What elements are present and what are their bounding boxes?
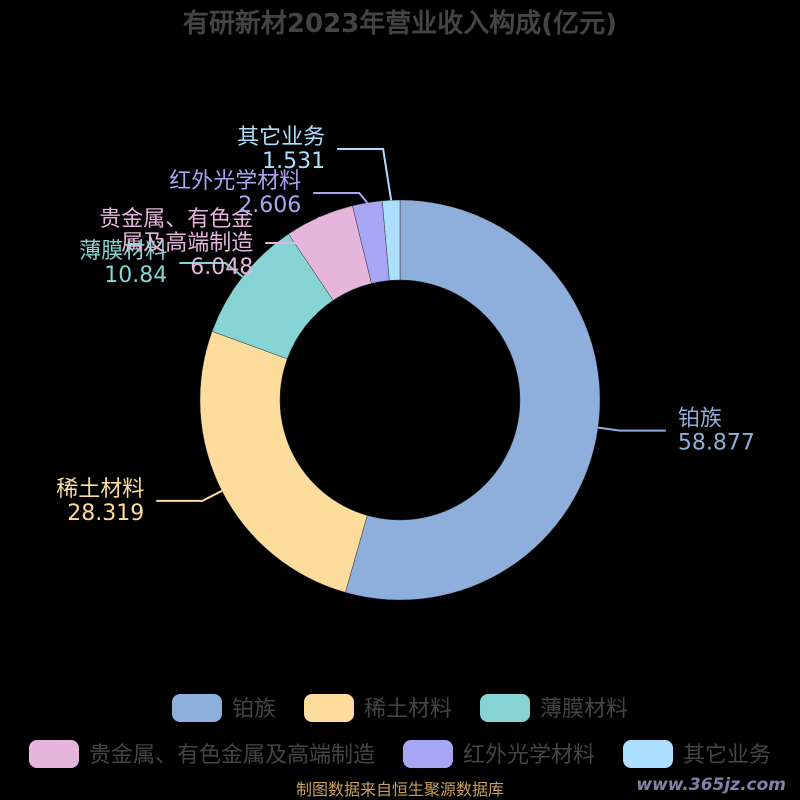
legend-swatch-1 — [171, 694, 222, 722]
slice-2 — [199, 331, 368, 593]
slice-name-label-5: 红外光学材料 — [169, 169, 301, 194]
watermark: www.365jz.com — [636, 775, 786, 795]
legend-label-6: 其它业务 — [683, 743, 771, 768]
slice-value-label-1: 58.877 — [678, 431, 755, 456]
slice-1 — [345, 199, 601, 601]
data-source-note: 制图数据来自恒生聚源数据库 — [296, 780, 504, 799]
label-line-6 — [337, 148, 393, 201]
slice-name-label-6: 其它业务 — [237, 125, 325, 150]
label-line-5 — [313, 192, 369, 204]
label-line-3 — [179, 262, 244, 278]
label-line-2 — [156, 490, 223, 502]
slice-value-label-3: 10.84 — [104, 263, 167, 288]
label-line-1 — [597, 426, 666, 432]
slice-value-label-4: 6.048 — [190, 255, 253, 280]
legend-label-1: 铂族 — [232, 697, 276, 722]
slice-name-label-3: 薄膜材料 — [79, 239, 167, 264]
legend-label-2: 稀土材料 — [364, 697, 452, 722]
slice-value-label-2: 28.319 — [67, 501, 144, 526]
slice-name-label-4: 贵金属、有色金 — [99, 207, 253, 232]
legend-label-3: 薄膜材料 — [540, 697, 628, 722]
legend-swatch-3 — [480, 694, 531, 722]
legend-swatch-4 — [28, 740, 79, 768]
slice-value-label-5: 2.606 — [238, 193, 301, 218]
slice-value-label-6: 1.531 — [262, 149, 325, 174]
legend-swatch-2 — [303, 694, 354, 722]
donut-slices — [199, 199, 601, 601]
legend-label-5: 红外光学材料 — [463, 743, 595, 768]
slice-name-label-2: 稀土材料 — [56, 477, 144, 502]
chart-title: 有研新材2023年营业收入构成(亿元) — [183, 8, 617, 39]
legend-label-4: 贵金属、有色金属及高端制造 — [89, 743, 375, 768]
slice-name-label-1: 铂族 — [678, 407, 722, 432]
slice-6 — [381, 199, 401, 281]
label-line-4 — [265, 216, 321, 244]
slice-name-label-4: 属及高端制造 — [121, 231, 253, 256]
legend-swatch-6 — [623, 740, 674, 768]
legend-swatch-5 — [402, 740, 453, 768]
